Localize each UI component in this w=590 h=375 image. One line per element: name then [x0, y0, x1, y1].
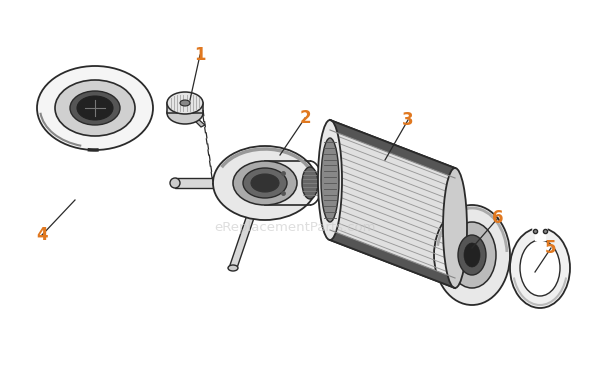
Polygon shape	[330, 120, 455, 288]
Ellipse shape	[443, 168, 467, 288]
Ellipse shape	[302, 167, 318, 199]
Text: 3: 3	[402, 111, 414, 129]
Ellipse shape	[213, 146, 317, 220]
Ellipse shape	[167, 92, 203, 114]
Polygon shape	[187, 113, 205, 127]
Ellipse shape	[77, 96, 113, 120]
Text: 4: 4	[36, 226, 48, 244]
Polygon shape	[265, 161, 310, 205]
Ellipse shape	[251, 174, 279, 192]
Text: 6: 6	[492, 209, 504, 227]
Ellipse shape	[321, 138, 339, 222]
Text: eReplacementParts.com: eReplacementParts.com	[214, 222, 376, 234]
Ellipse shape	[243, 168, 287, 198]
Ellipse shape	[458, 235, 486, 275]
Ellipse shape	[520, 240, 560, 296]
Ellipse shape	[233, 161, 297, 205]
Ellipse shape	[464, 243, 480, 267]
Ellipse shape	[318, 120, 342, 240]
Polygon shape	[330, 230, 455, 288]
Ellipse shape	[37, 66, 153, 150]
Ellipse shape	[510, 228, 570, 308]
Ellipse shape	[448, 222, 496, 288]
Polygon shape	[229, 215, 255, 268]
Ellipse shape	[180, 100, 190, 106]
Text: 5: 5	[545, 239, 557, 257]
Polygon shape	[175, 178, 220, 188]
Ellipse shape	[55, 80, 135, 136]
Text: 1: 1	[194, 46, 206, 64]
Polygon shape	[167, 103, 203, 113]
Ellipse shape	[228, 265, 238, 271]
Ellipse shape	[167, 102, 203, 124]
Text: 2: 2	[299, 109, 311, 127]
Ellipse shape	[170, 178, 180, 188]
Ellipse shape	[434, 205, 510, 305]
Ellipse shape	[70, 91, 120, 125]
Polygon shape	[330, 120, 455, 178]
